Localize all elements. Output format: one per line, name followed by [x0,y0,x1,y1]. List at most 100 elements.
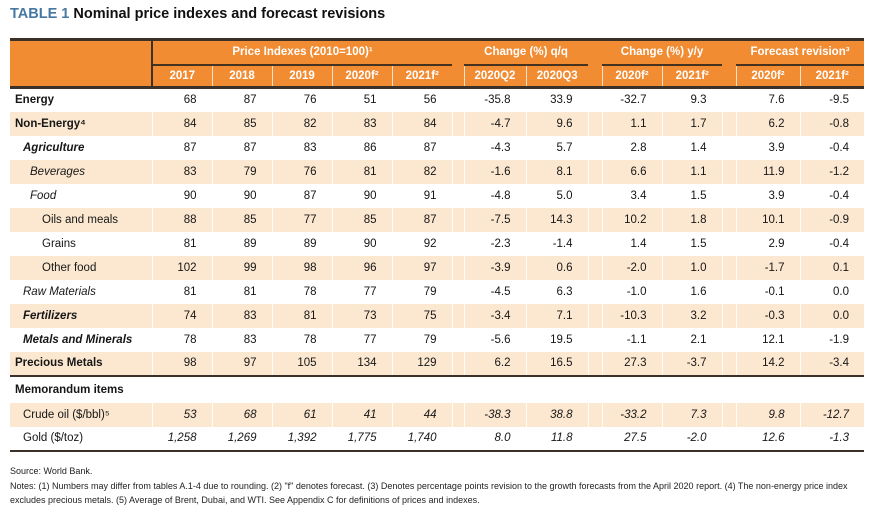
column-gap [451,351,464,376]
cell-value: -1.4 [525,231,589,256]
cell-value: 33.9 [525,87,589,112]
cell-value: -38.3 [463,402,526,427]
cell-value: 77 [271,207,332,232]
column-gap [721,207,737,232]
cell-value: -4.5 [463,279,526,304]
cell-value: 51 [331,87,392,112]
table-row: Oils and meals 88 85 77 85 87 -7.5 14.3 10.2 1.8 1… [10,207,865,232]
cell-value: 1,392 [271,426,332,451]
cell-value: -1.0 [601,279,663,304]
cell-value: 1.8 [661,207,723,232]
memorandum-body: Memorandum items Crude oil ($/bbl)⁵ 53 68 61… [10,375,865,451]
column-gap [587,159,603,184]
column-gap [587,255,603,280]
row-label: Grains [10,231,152,256]
row-label: Beverages [10,159,152,184]
cell-value: 86 [331,135,392,160]
cell-value: 1.5 [661,231,723,256]
column-gap [587,183,603,208]
column-gap [451,159,464,184]
table-number-label: TABLE 1 [10,6,70,22]
cell-value: -0.4 [799,183,865,208]
cell-value: 1.6 [661,279,723,304]
row-label: Food [10,183,152,208]
cell-value: -1.6 [463,159,526,184]
cell-value: 1.7 [661,111,723,136]
cell-value: 78 [271,279,332,304]
column-gap [721,279,737,304]
cell-value: 74 [151,303,212,328]
cell-value: 79 [391,279,452,304]
table-row: Metals and Minerals 78 83 78 77 79 -5.6 19.5 -1.… [10,327,865,352]
column-gap [587,402,603,427]
column-header-fr-2020f: 2020f² [735,64,801,88]
cell-value: 81 [271,303,332,328]
cell-value: 79 [391,327,452,352]
cell-value: 14.2 [735,351,801,376]
cell-value: -0.9 [799,207,865,232]
row-label: Raw Materials [10,279,152,304]
cell-value: 81 [151,279,212,304]
cell-value: 82 [271,111,332,136]
cell-value: 77 [331,327,392,352]
cell-value: 81 [211,279,272,304]
column-gap [587,207,603,232]
cell-value: 27.5 [601,426,663,451]
notes-text: Notes: (1) Numbers may differ from table… [10,481,848,505]
group-gap [452,39,464,88]
cell-value: -2.0 [661,426,723,451]
cell-value: 0.0 [799,303,865,328]
cell-value: 7.6 [735,87,801,112]
cell-value: 1.1 [661,159,723,184]
cell-value: 83 [211,303,272,328]
cell-value: 81 [151,231,212,256]
column-gap [721,351,737,376]
source-note: Source: World Bank. [10,466,93,476]
group-header-row: Price Indexes (2010=100)¹ Change (%) q/q… [10,39,865,88]
column-gap [451,303,464,328]
table-row: Food 90 90 87 90 91 -4.8 5.0 3.4 1.5 3.9 -0.4 [10,183,865,208]
cell-value: -4.3 [463,135,526,160]
column-header-yy-2020f: 2020f² [601,64,663,88]
table-row: Crude oil ($/bbl)⁵ 53 68 61 41 44 -38.3 38.8 -33… [10,402,865,427]
column-gap [451,111,464,136]
cell-value: 53 [151,402,212,427]
column-gap [587,426,603,451]
row-label: Other food [10,255,152,280]
column-gap [587,111,603,136]
cell-value: 87 [391,207,452,232]
cell-value: 134 [331,351,392,376]
cell-value: -0.8 [799,111,865,136]
column-header-2018: 2018 [211,64,272,88]
cell-value: -1.3 [799,426,865,451]
row-label: Precious Metals [10,351,152,376]
group-gap [722,39,737,88]
table-row: Fertilizers 74 83 81 73 75 -3.4 7.1 -10.3 3.2 -0.3… [10,303,865,328]
cell-value: 5.0 [525,183,589,208]
cell-value: 92 [391,231,452,256]
cell-value: 3.9 [735,135,801,160]
cell-value: 105 [271,351,332,376]
table-row: Raw Materials 81 81 78 77 79 -4.5 6.3 -1.0 1.6 -0.… [10,279,865,304]
cell-value: -3.7 [661,351,723,376]
cell-value: 6.2 [463,351,526,376]
memorandum-header-row: Memorandum items [10,375,865,403]
column-header-fr-2021f: 2021f² [799,64,865,88]
row-label: Metals and Minerals [10,327,152,352]
cell-value: 9.6 [525,111,589,136]
cell-value: 1.5 [661,183,723,208]
column-gap [587,231,603,256]
table-row: Agriculture 87 87 83 86 87 -4.3 5.7 2.8 1.4 3.9 -0.… [10,135,865,160]
cell-value: 1.1 [601,111,663,136]
cell-value: 85 [211,111,272,136]
cell-value: 98 [271,255,332,280]
cell-value: 6.6 [601,159,663,184]
cell-value: 44 [391,402,452,427]
cell-value: 5.7 [525,135,589,160]
table-footer: Source: World Bank. Notes: (1) Numbers m… [10,466,862,508]
cell-value: -33.2 [601,402,663,427]
cell-value: 97 [211,351,272,376]
group-forecast-revision: Forecast revision³ [736,39,865,66]
table-body: Energy 68 87 76 51 56 -35.8 33.9 -32.7 9.3 7.6 -9.5… [10,87,865,376]
cell-value: 98 [151,351,212,376]
